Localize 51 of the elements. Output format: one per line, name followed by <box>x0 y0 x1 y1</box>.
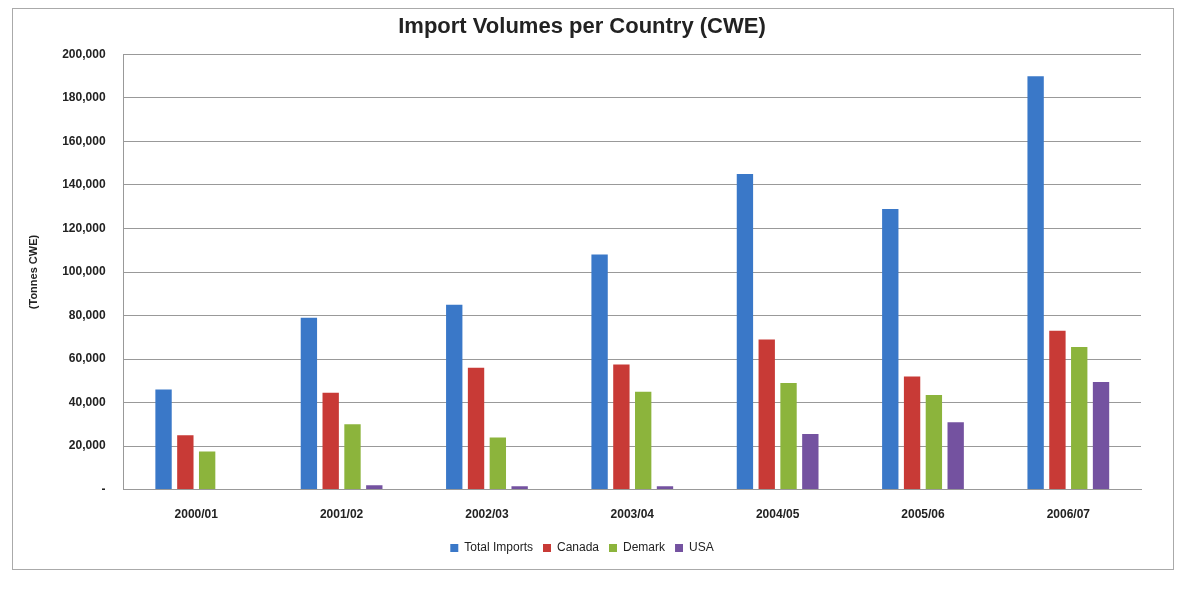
bar <box>591 254 608 490</box>
y-tick-label: 80,000 <box>68 307 106 322</box>
bar <box>446 304 463 490</box>
y-tick-label: 180,000 <box>62 90 106 105</box>
y-tick-label: 20,000 <box>68 438 106 453</box>
bar <box>903 376 921 490</box>
y-axis-title: (Tonnes CWE) <box>26 234 39 310</box>
bar <box>344 424 361 490</box>
y-tick-label: 40,000 <box>68 394 106 409</box>
bar <box>882 208 899 490</box>
bar <box>1049 330 1066 490</box>
x-tick-label: 2004/05 <box>755 507 800 522</box>
bar <box>467 367 485 490</box>
x-tick-label: 2005/06 <box>901 507 945 522</box>
bar <box>947 422 964 490</box>
y-tick-label: 200,000 <box>62 46 106 61</box>
legend-label: USA <box>689 540 714 555</box>
y-tick-label: 140,000 <box>62 177 106 192</box>
legend-label: Demark <box>623 540 667 555</box>
bar <box>736 174 754 490</box>
y-tick-label: 120,000 <box>62 220 106 235</box>
bar <box>177 435 194 490</box>
x-tick-label: 2002/03 <box>465 507 509 522</box>
bar <box>1092 381 1110 490</box>
bar <box>925 394 943 490</box>
bar <box>656 486 674 490</box>
bar <box>758 339 775 490</box>
y-tick-label: 160,000 <box>62 133 106 148</box>
bar <box>1027 76 1044 490</box>
bar <box>198 451 216 490</box>
y-tick-label: 100,000 <box>62 264 106 279</box>
bar <box>489 437 507 490</box>
bar <box>366 485 383 490</box>
bar <box>635 391 652 490</box>
x-tick-label: 2001/02 <box>319 507 364 522</box>
x-tick-label: 2003/04 <box>610 507 655 522</box>
x-tick-label: 2000/01 <box>174 507 219 522</box>
legend-label: Total Imports <box>464 540 533 555</box>
chart-title: Import Volumes per Country (CWE) <box>398 13 766 39</box>
bar <box>780 382 797 490</box>
y-tick-label: - <box>101 481 106 496</box>
bar <box>155 389 172 490</box>
bar <box>322 392 339 490</box>
y-tick-label: 60,000 <box>68 351 106 366</box>
bar <box>613 364 630 490</box>
x-tick-label: 2006/07 <box>1046 507 1091 522</box>
bar <box>802 434 819 490</box>
legend-label: Canada <box>556 540 600 555</box>
bar <box>300 317 318 490</box>
bar <box>1071 347 1088 490</box>
bar <box>511 486 528 490</box>
